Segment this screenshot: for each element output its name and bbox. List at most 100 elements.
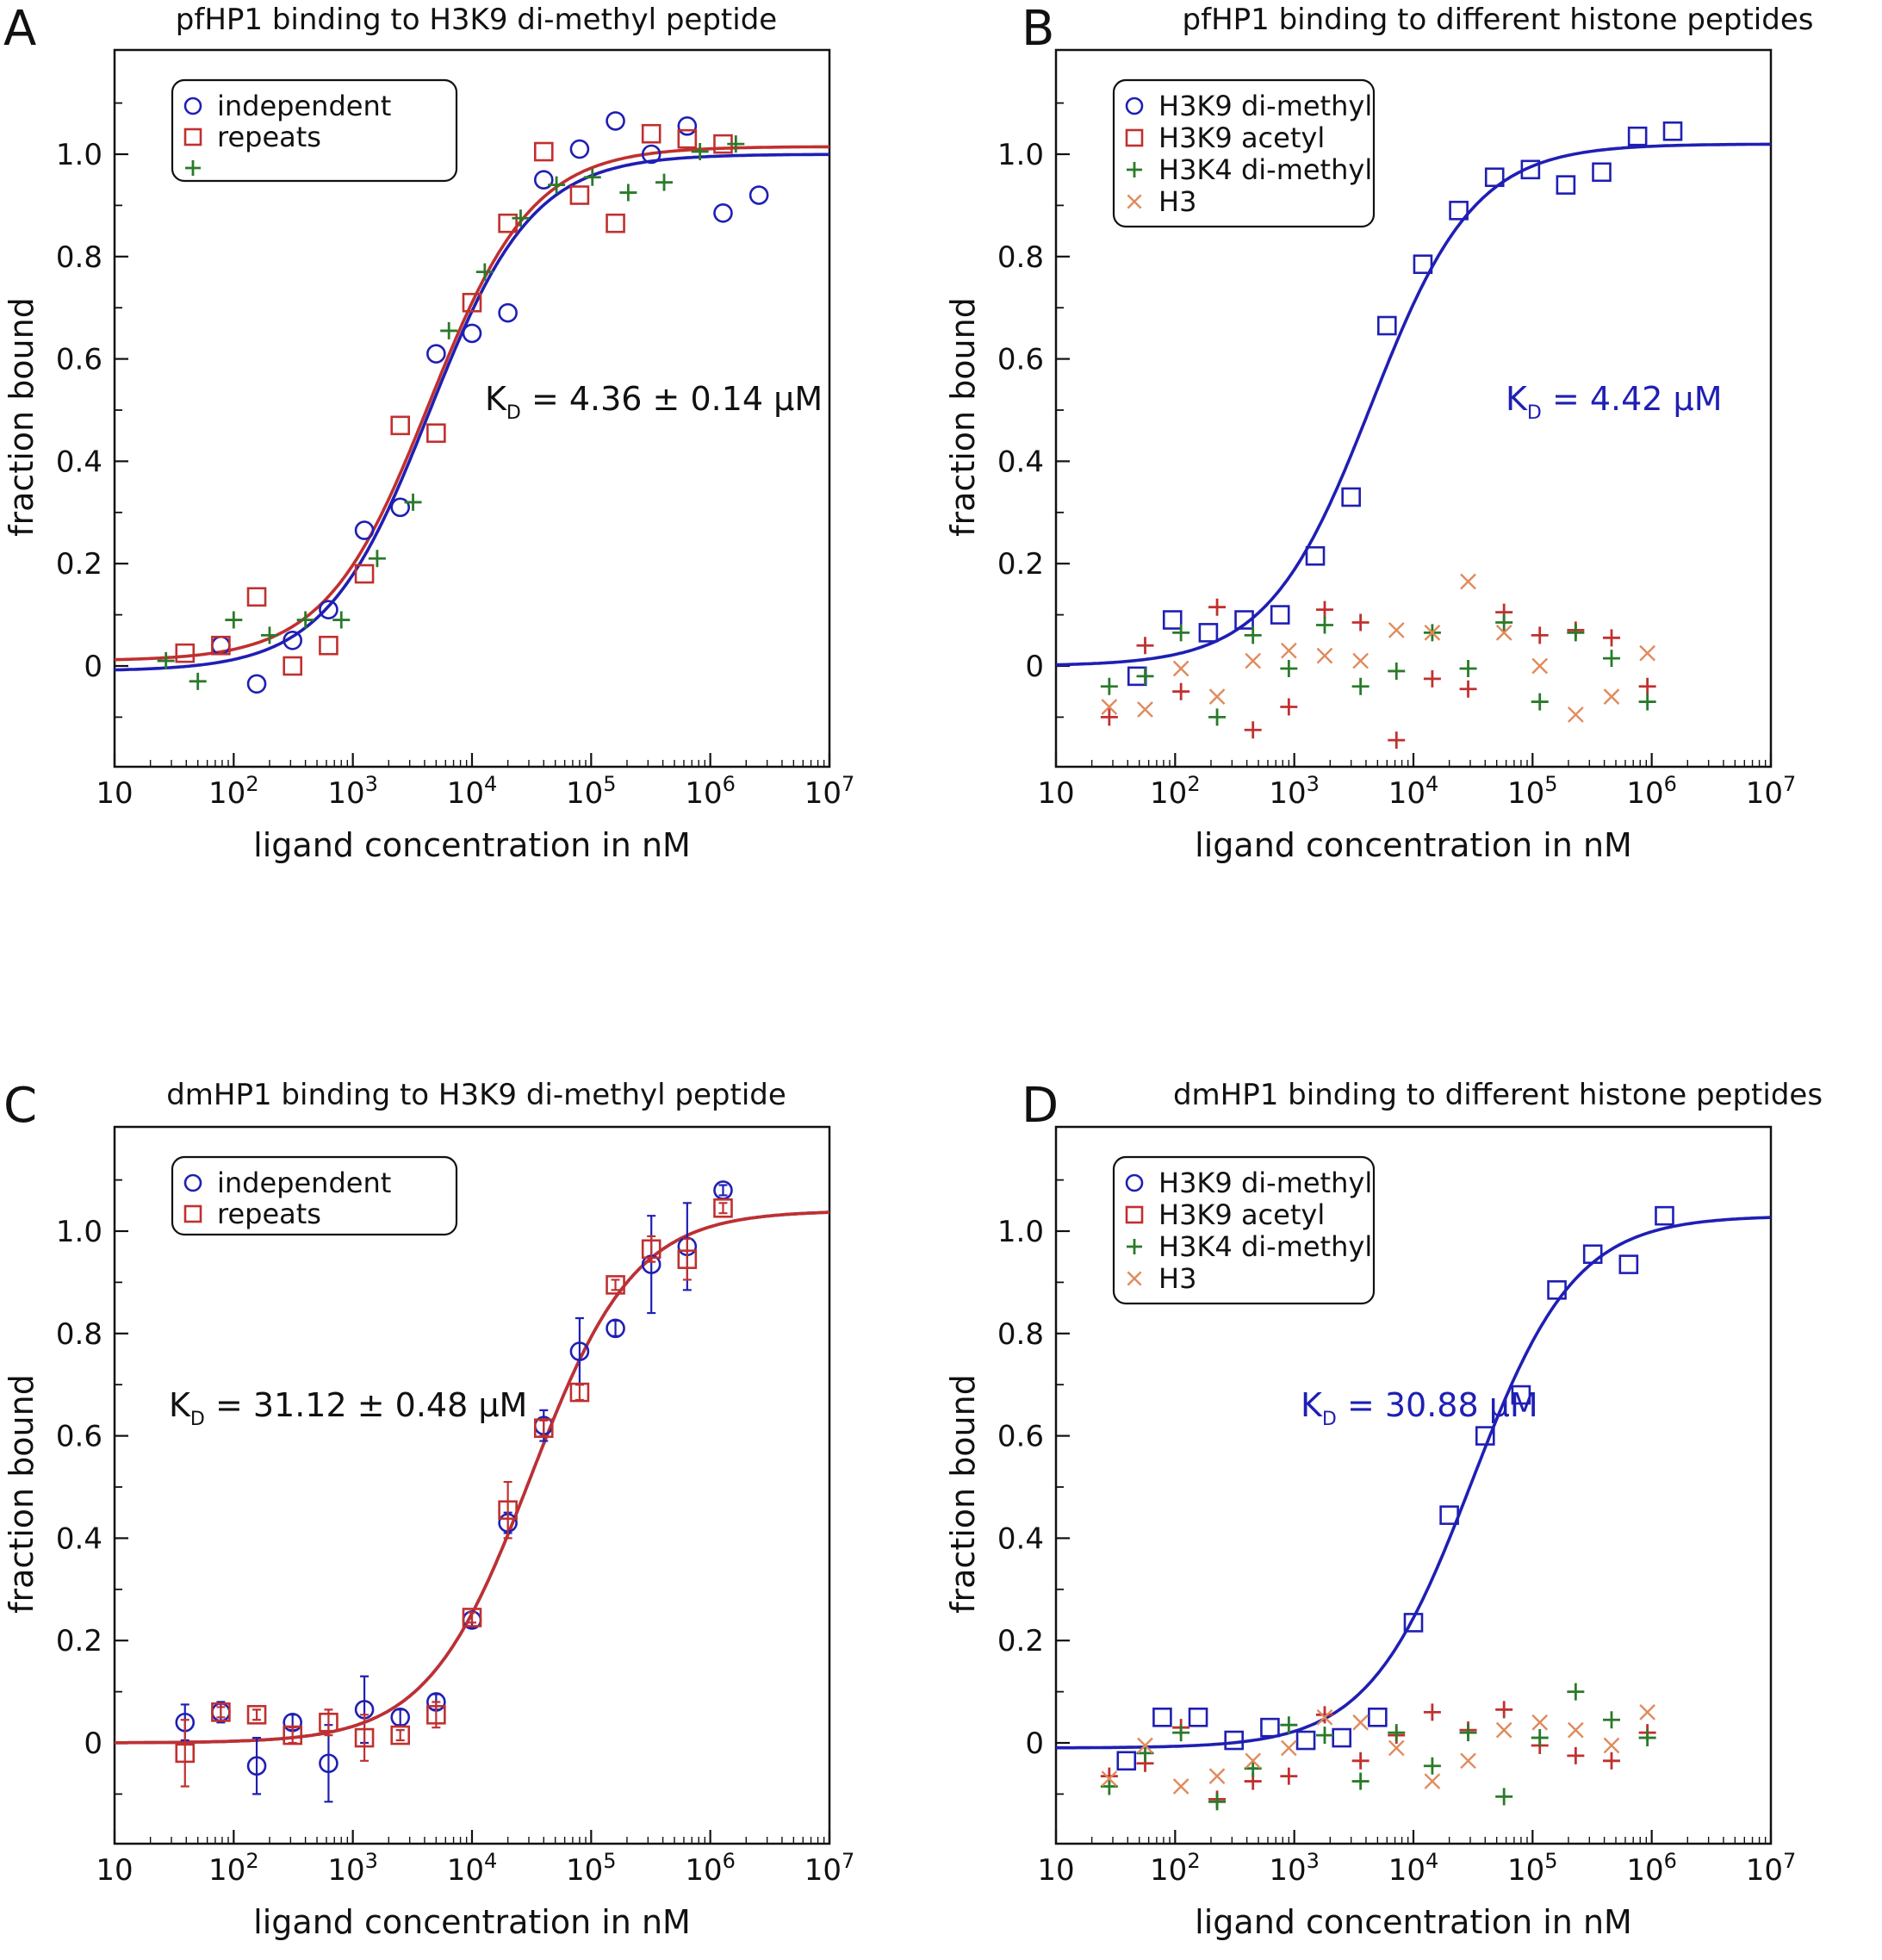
data-point <box>354 1727 375 1748</box>
data-point <box>1531 657 1549 675</box>
x-tick-label: 105 <box>1507 772 1558 811</box>
data-point <box>1639 1704 1655 1720</box>
data-point <box>1152 1708 1172 1727</box>
data-point <box>1423 1757 1441 1775</box>
data-point <box>1280 698 1298 716</box>
x-tick-label: 10 <box>96 776 133 811</box>
x-tick-label: 107 <box>1746 772 1797 811</box>
data-point <box>1172 1724 1190 1742</box>
y-tick-label: 0 <box>84 1727 102 1761</box>
data-point <box>1638 677 1656 695</box>
error-bar <box>252 1708 262 1721</box>
data-point <box>569 1341 590 1361</box>
data-point <box>583 168 601 186</box>
data-point <box>1520 159 1541 180</box>
data-point <box>390 497 411 518</box>
legend-box <box>1112 1155 1376 1305</box>
kd-annotation: KD = 31.12 ± 0.48 µM <box>169 1386 527 1430</box>
data-point <box>225 611 243 629</box>
legend-marker <box>1127 1239 1142 1254</box>
x-tick-label: 105 <box>566 772 617 811</box>
kd-annotation: KD = 4.36 ± 0.14 µM <box>485 380 823 424</box>
y-tick-label: 0.8 <box>997 1317 1044 1352</box>
data-point <box>1351 677 1370 695</box>
y-tick-label: 0.6 <box>56 1420 102 1454</box>
data-point <box>1531 1729 1549 1747</box>
data-point <box>440 321 458 339</box>
y-axis-label: fraction bound <box>3 297 40 537</box>
data-point <box>1388 1724 1406 1742</box>
data-point <box>1315 1706 1333 1724</box>
data-point <box>1603 1737 1620 1754</box>
y-tick-label: 0.4 <box>997 1521 1044 1556</box>
data-point <box>1655 1205 1674 1226</box>
data-point <box>246 674 267 694</box>
kd-annotation: KD = 4.42 µM <box>1506 380 1723 424</box>
data-point <box>1568 1721 1584 1739</box>
data-point <box>1136 637 1154 655</box>
data-point <box>1377 315 1397 336</box>
data-point <box>677 116 698 136</box>
data-point <box>475 263 494 281</box>
data-point <box>569 185 590 205</box>
fit-curve <box>1056 1216 1772 1750</box>
x-tick-label: 107 <box>804 1849 855 1888</box>
data-point <box>1460 1752 1476 1770</box>
error-bar <box>252 1736 262 1795</box>
kd-annotation: KD = 30.88 µM <box>1301 1386 1538 1430</box>
error-bar <box>395 1729 405 1742</box>
data-point <box>1260 1717 1280 1738</box>
data-point <box>569 139 590 159</box>
legend-label: independent <box>217 90 391 122</box>
data-point <box>246 1705 267 1725</box>
legend-label: H3K4 di-methyl <box>1158 153 1372 186</box>
x-tick-label: 102 <box>1150 772 1201 811</box>
y-tick-label: 0.6 <box>997 343 1044 377</box>
x-tick-label: 103 <box>1269 1849 1320 1888</box>
data-point <box>498 213 518 233</box>
data-point <box>1234 610 1254 630</box>
x-tick-label: 10 <box>96 1853 133 1888</box>
data-point <box>533 1418 554 1438</box>
data-point <box>283 1725 302 1745</box>
data-point <box>1368 1708 1388 1727</box>
legend-label: H3 <box>1158 1262 1196 1295</box>
data-point <box>606 1275 625 1295</box>
data-point <box>1244 721 1262 739</box>
data-point <box>1511 1384 1531 1405</box>
data-point <box>390 1725 411 1745</box>
error-bar <box>467 1611 476 1624</box>
data-point <box>1495 625 1512 641</box>
x-tick-label: 106 <box>685 1849 736 1888</box>
data-point <box>1424 1773 1441 1789</box>
legend-marker <box>1125 1173 1144 1192</box>
error-bar <box>682 1237 692 1281</box>
data-point <box>260 626 278 644</box>
data-point <box>1547 1280 1567 1300</box>
x-tick-label: 102 <box>208 1849 259 1888</box>
error-bar <box>647 1215 656 1315</box>
data-point <box>1116 1751 1137 1771</box>
data-point <box>677 1249 698 1269</box>
y-tick-label: 0.8 <box>56 1317 102 1352</box>
y-axis-label: fraction bound <box>3 1374 40 1614</box>
y-tick-label: 0.2 <box>56 547 102 582</box>
error-bar <box>611 1279 620 1291</box>
data-point <box>1424 625 1441 641</box>
data-point <box>533 141 554 162</box>
legend-box <box>171 78 458 183</box>
data-point <box>354 563 375 584</box>
error-bar <box>718 1202 728 1215</box>
fit-curve <box>115 1210 829 1745</box>
x-tick-label: 10 <box>1037 1853 1074 1888</box>
x-tick-label: 10 <box>1037 776 1074 811</box>
data-point <box>1316 647 1333 664</box>
fit-curve <box>115 1210 829 1745</box>
data-point <box>1208 708 1227 726</box>
data-point <box>1224 1730 1244 1751</box>
